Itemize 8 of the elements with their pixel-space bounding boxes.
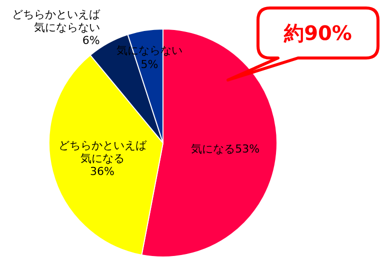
callout: 約90% xyxy=(226,6,380,82)
data-label: 6% xyxy=(81,34,100,48)
data-label: 36% xyxy=(89,165,116,178)
slice-label: 気になる xyxy=(191,142,236,156)
slice-label: どちらかといえば気にならない xyxy=(10,8,100,35)
data-label: 53% xyxy=(235,142,260,156)
slice-label: どちらかといえば気になる xyxy=(57,138,148,166)
data-label: 5% xyxy=(140,57,160,71)
